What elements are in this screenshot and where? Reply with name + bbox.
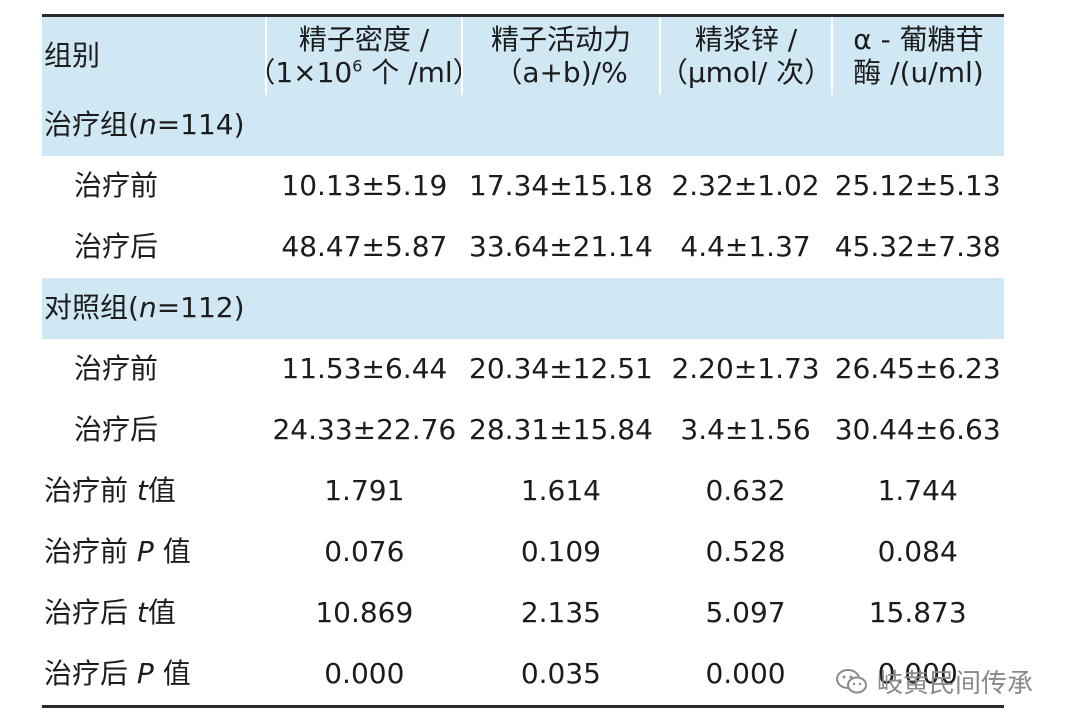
header-col1-prefix: （1×10 [247,56,353,89]
table-cell: 5.097 [705,596,786,630]
table-cell: 0.084 [877,535,958,569]
table-cell: 0.000 [705,657,786,691]
header-group-label: 组别 [44,38,101,72]
group2-suffix: =112) [156,291,245,325]
group1-n: n [138,108,157,142]
table-row: 治疗后 48.47±5.87 33.64±21.14 4.4±1.37 45.3… [42,217,1004,278]
stat-label-var: P [136,535,154,569]
header-col2-line2: （a+b)/% [494,56,628,89]
data-table: 组别 精子密度 / （1×106 个 /ml） 精子活动力 （a+b)/% 精浆… [42,14,1004,708]
stat-label-prefix: 治疗后 [44,657,137,691]
table-cell: 0.000 [877,657,958,691]
table-cell: 28.31±15.84 [469,413,653,447]
stat-label-suffix: 值 [147,474,176,508]
table-cell: 0.076 [324,535,405,569]
table-cell: 0.109 [520,535,601,569]
header-col4-line2: 酶 /(u/ml) [853,56,984,89]
stat-label-suffix: 值 [147,596,176,630]
table-cell: 4.4±1.37 [680,230,811,264]
table-cell: 0.632 [705,474,786,508]
table-header: 组别 精子密度 / （1×106 个 /ml） 精子活动力 （a+b)/% 精浆… [42,17,1004,95]
group1-prefix: 治疗组( [44,108,139,142]
stat-label-suffix: 值 [153,657,191,691]
table-cell: 45.32±7.38 [834,230,1001,264]
stat-label-var: t [136,596,148,630]
row-label: 治疗后 [74,413,159,447]
table-row: 治疗后 24.33±22.76 28.31±15.84 3.4±1.56 30.… [42,400,1004,461]
table-cell: 24.33±22.76 [272,413,457,447]
header-sperm-density: 精子密度 / （1×106 个 /ml） [247,17,481,95]
bottom-rule [42,705,1004,708]
header-col1-line1: 精子密度 / [298,22,430,56]
header-group: 组别 [42,17,265,95]
table-row-before-t: 治疗前 t值 1.791 1.614 0.632 1.744 [42,461,1004,522]
table-cell: 26.45±6.23 [834,352,1001,386]
table-row-after-t: 治疗后 t值 10.869 2.135 5.097 15.873 [42,583,1004,644]
wechat-icon [835,668,867,693]
stat-label-prefix: 治疗后 [44,596,137,630]
stat-label-prefix: 治疗前 [44,535,137,569]
row-label: 治疗前 P 值 [42,535,267,569]
header-col2-line1: 精子活动力 [490,22,631,56]
table-cell: 2.32±1.02 [671,169,820,203]
header-col1-exp: 6 [352,56,363,76]
table-row-before-p: 治疗前 P 值 0.076 0.109 0.528 0.084 [42,522,1004,583]
table-cell: 1.744 [877,474,958,508]
table-cell: 15.873 [868,596,967,630]
table-cell: 11.53±6.44 [281,352,448,386]
table-cell: 0.000 [324,657,405,691]
table-cell: 3.4±1.56 [680,413,811,447]
table-row-after-p: 治疗后 P 值 0.000 0.035 0.000 0.000 [42,644,1004,705]
group2-prefix: 对照组( [44,291,139,325]
table-cell: 33.64±21.14 [469,230,653,264]
table-cell: 0.035 [520,657,601,691]
stat-label-suffix: 值 [153,535,191,569]
row-label: 治疗后 P 值 [42,657,267,691]
stat-label-var: t [136,474,148,508]
header-col3-line2: （μmol/ 次） [659,56,833,89]
group-label-treatment: 治疗组(n=114) [42,108,1004,142]
group1-suffix: =114) [156,108,245,142]
table-cell: 20.34±12.51 [469,352,653,386]
group2-n: n [138,291,157,325]
group-row-control: 对照组(n=112) [42,278,1004,339]
header-glucosidase: α - 葡糖苷 酶 /(u/ml) [831,17,1004,95]
table-row: 治疗前 11.53±6.44 20.34±12.51 2.20±1.73 26.… [42,339,1004,400]
watermark: 岐黄民间传承 [835,663,1033,700]
table-cell: 1.791 [324,474,405,508]
header-sperm-motility: 精子活动力 （a+b)/% [461,17,659,95]
table-cell: 25.12±5.13 [834,169,1001,203]
row-label: 治疗后 [74,230,159,264]
header-col1-line2: （1×106 个 /ml） [247,56,480,89]
top-rule [42,14,1004,17]
stat-label-var: P [136,657,154,691]
header-seminal-zinc: 精浆锌 / （μmol/ 次） [659,17,833,95]
group-row-treatment: 治疗组(n=114) [42,95,1004,156]
watermark-text: 岐黄民间传承 [876,669,1033,699]
group-label-control: 对照组(n=112) [42,291,1004,325]
stat-label-prefix: 治疗前 [44,474,137,508]
row-label: 治疗后 t值 [42,596,267,630]
table-cell: 2.20±1.73 [671,352,820,386]
table-cell: 17.34±15.18 [469,169,653,203]
table-cell: 1.614 [520,474,601,508]
table-cell: 30.44±6.63 [834,413,1001,447]
row-label: 治疗前 t值 [42,474,267,508]
table-cell: 0.528 [705,535,786,569]
table-cell: 10.13±5.19 [281,169,448,203]
table-cell: 10.869 [315,596,414,630]
header-col4-line1: α - 葡糖苷 [853,22,984,56]
header-col3-line1: 精浆锌 / [694,22,798,56]
table-cell: 48.47±5.87 [281,230,448,264]
row-label: 治疗前 [74,352,159,386]
table-row: 治疗前 10.13±5.19 17.34±15.18 2.32±1.02 25.… [42,156,1004,217]
table-cell: 2.135 [520,596,601,630]
row-label: 治疗前 [74,169,159,203]
